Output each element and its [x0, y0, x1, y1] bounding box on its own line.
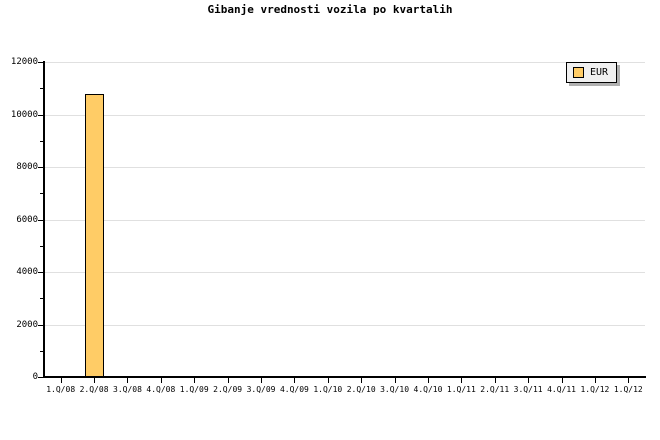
x-axis-tick-label: 2.Q/10 — [346, 385, 376, 394]
x-axis-tick — [294, 378, 295, 383]
x-axis-tick — [228, 378, 229, 383]
gridline — [44, 272, 645, 273]
x-axis-tick — [528, 378, 529, 383]
x-axis-tick — [495, 378, 496, 383]
x-axis-tick-label: 1.Q/11 — [446, 385, 476, 394]
y-axis-minor-tick — [40, 193, 44, 195]
x-axis-tick-label: 1.Q/08 — [46, 385, 76, 394]
x-axis-tick-label: 2.Q/11 — [480, 385, 510, 394]
x-axis-tick — [194, 378, 195, 383]
y-axis-minor-tick — [40, 88, 44, 90]
plot-area — [44, 62, 645, 377]
x-axis-tick-label: 2.Q/09 — [213, 385, 243, 394]
x-axis-tick-label: 4.Q/11 — [547, 385, 576, 394]
gridline — [44, 219, 645, 221]
x-axis-tick — [428, 378, 429, 383]
x-axis-tick — [161, 378, 162, 383]
x-axis-tick — [461, 378, 462, 383]
x-axis-tick-label: 3.Q/08 — [113, 385, 142, 394]
y-axis-tick — [38, 272, 44, 273]
x-axis-tick-label: 4.Q/08 — [146, 385, 176, 394]
y-axis-labels: 0 2000 4000 6000 8000 10000 12000 — [0, 0, 38, 440]
x-axis-tick-label: 1.Q/09 — [179, 385, 209, 394]
y-axis-tick-label: 0 — [32, 372, 38, 382]
y-axis-minor-tick — [40, 245, 44, 247]
x-axis-tick-label: 1.Q/10 — [313, 385, 343, 394]
x-axis-tick-label: 4.Q/09 — [279, 385, 309, 394]
y-axis-tick — [38, 377, 44, 378]
x-axis-tick — [361, 378, 362, 383]
x-axis-tick — [395, 378, 396, 383]
gridline — [44, 324, 645, 326]
bar[interactable] — [85, 93, 104, 377]
gridline — [44, 114, 645, 116]
x-axis-tick-label: 3.Q/11 — [513, 385, 543, 394]
legend[interactable]: EUR — [566, 62, 618, 83]
chart-title: Gibanje vrednosti vozila po kvartalih — [207, 3, 453, 16]
x-axis-tick-label: 3.Q/09 — [246, 385, 276, 394]
x-axis-tick — [628, 378, 629, 383]
x-axis-tick — [595, 378, 596, 383]
y-axis-tick — [38, 62, 44, 63]
x-axis-tick-label: 3.Q/10 — [380, 385, 410, 394]
x-axis-tick — [127, 378, 128, 383]
x-axis-tick-label: 4.Q/10 — [413, 385, 443, 394]
y-axis-tick-label: 8000 — [16, 162, 38, 172]
legend-label-eur: EUR — [590, 67, 609, 78]
y-axis-minor-tick — [40, 140, 44, 142]
x-axis-tick — [61, 378, 62, 383]
gridline — [44, 62, 645, 63]
x-axis-line — [44, 376, 646, 378]
x-axis-tick — [94, 378, 95, 383]
y-axis-minor-tick — [40, 298, 44, 300]
y-axis-tick-label: 6000 — [16, 214, 38, 225]
x-axis-tick-label: 1.Q/12 — [580, 385, 610, 394]
legend-swatch-eur — [573, 67, 584, 78]
y-axis-tick-label: 12000 — [10, 57, 38, 67]
x-axis-tick — [328, 378, 329, 383]
y-axis-minor-tick — [40, 350, 44, 352]
y-axis-tick-label: 10000 — [10, 109, 38, 120]
x-axis-tick-label: 2.Q/08 — [79, 385, 109, 394]
y-axis-tick — [38, 167, 44, 168]
x-axis-tick — [261, 378, 262, 383]
y-axis-tick — [38, 114, 44, 116]
y-axis-line — [43, 61, 45, 378]
x-axis-tick — [562, 378, 563, 383]
y-axis-tick-label: 2000 — [16, 319, 38, 330]
y-axis-tick — [38, 219, 44, 221]
y-axis-tick-label: 4000 — [16, 267, 38, 277]
gridline — [44, 167, 645, 168]
x-axis-tick-label: 1.Q/12 — [613, 385, 643, 394]
y-axis-tick — [38, 324, 44, 326]
